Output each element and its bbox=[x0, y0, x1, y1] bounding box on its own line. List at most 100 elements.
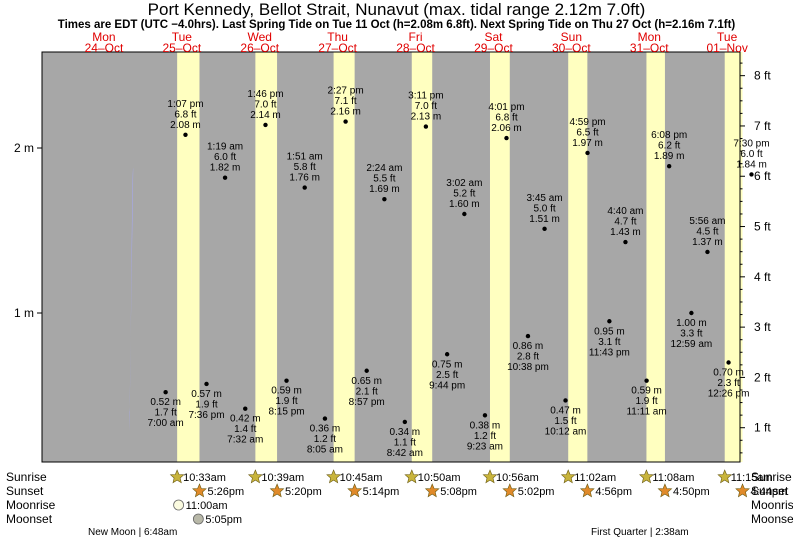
day-date: 01–Nov bbox=[706, 41, 747, 55]
tide-point bbox=[504, 135, 509, 141]
tide-point bbox=[623, 239, 628, 245]
sunrise-icon bbox=[326, 469, 342, 484]
day-date: 29–Oct bbox=[474, 41, 513, 55]
tide-label-high: 7.0 ft bbox=[254, 99, 276, 110]
sunset-icon bbox=[424, 483, 440, 498]
tide-point bbox=[343, 119, 348, 124]
tide-label-low: 11:11 am bbox=[626, 407, 666, 418]
tide-point bbox=[284, 378, 289, 383]
y-tick-label-ft: 3 ft bbox=[754, 320, 771, 334]
sunset-icon bbox=[192, 483, 207, 498]
sunset-icon bbox=[347, 483, 363, 498]
sunset-time: 4:44pm bbox=[751, 486, 788, 498]
sunset-time: 5:02pm bbox=[518, 486, 555, 498]
y-tick-label-ft: 5 ft bbox=[754, 220, 771, 234]
tide-label-high: 4:40 am bbox=[607, 206, 643, 217]
tide-label-high: 2.06 m bbox=[491, 123, 522, 134]
tide-label-high: 7.0 ft bbox=[415, 101, 437, 112]
sunrise-time: 10:56am bbox=[496, 472, 539, 484]
daylight-band bbox=[568, 52, 588, 462]
tide-label-high: 6:08 pm bbox=[651, 130, 687, 141]
sunset-time: 5:08pm bbox=[440, 486, 477, 498]
day-date: 30–Oct bbox=[552, 41, 591, 55]
tide-label-high: 7.1 ft bbox=[334, 96, 356, 107]
tide-label-high: 1.51 m bbox=[529, 214, 560, 225]
tide-label-low: 7:00 am bbox=[148, 418, 184, 429]
tide-label-low: 2.8 ft bbox=[517, 352, 539, 363]
tide-label-low: 2.5 ft bbox=[436, 370, 458, 381]
tide-label-low: 7:36 pm bbox=[188, 410, 224, 421]
tide-point bbox=[482, 413, 488, 418]
sunrise-time: 10:45am bbox=[340, 472, 383, 484]
tide-label-high: 6.0 ft bbox=[214, 152, 236, 163]
tide-label-high: 2.16 m bbox=[330, 107, 361, 118]
tide-label-high: 5:56 am bbox=[689, 216, 725, 227]
sunrise-time: 10:33am bbox=[183, 472, 226, 484]
tide-label-low: 1.9 ft bbox=[635, 396, 657, 407]
sunrise-icon bbox=[560, 469, 576, 484]
tide-label-low: 1.2 ft bbox=[474, 431, 496, 442]
sunrise-icon bbox=[482, 469, 498, 484]
tide-label-high: 1.84 m bbox=[736, 159, 767, 170]
tide-label-low: 9:44 pm bbox=[429, 380, 465, 391]
row-label-sunset-right: Sunset bbox=[751, 484, 789, 498]
sunset-time: 4:56pm bbox=[595, 486, 632, 498]
row-label-moonset-right: Moonset bbox=[751, 512, 793, 526]
y-tick-label-m: 1 m bbox=[14, 306, 34, 320]
tide-label-high: 2.08 m bbox=[170, 120, 201, 131]
tide-point bbox=[525, 333, 531, 339]
daylight-band bbox=[489, 52, 510, 462]
first-quarter-label: First Quarter | 2:38am bbox=[591, 527, 689, 538]
tide-label-high: 1.76 m bbox=[289, 173, 320, 184]
day-name: Fri bbox=[409, 30, 423, 44]
day-date: 25–Oct bbox=[162, 41, 201, 55]
tide-label-low: 1.00 m bbox=[676, 318, 707, 329]
tide-label-low: 2.3 ft bbox=[717, 378, 739, 389]
y-tick-label-ft: 7 ft bbox=[754, 119, 771, 133]
tide-label-high: 1.37 m bbox=[692, 237, 723, 248]
moonset-time: 5:05pm bbox=[205, 514, 242, 526]
tide-label-high: 6.2 ft bbox=[658, 141, 680, 152]
row-label-moonrise-right: Moonrise bbox=[751, 498, 793, 512]
tide-label-high: 3:11 pm bbox=[408, 91, 443, 102]
tide-label-low: 0.70 m bbox=[713, 368, 744, 379]
sunrise-icon bbox=[247, 469, 263, 484]
sunset-icon bbox=[657, 483, 673, 498]
tide-label-high: 7:30 pm bbox=[733, 138, 769, 149]
day-name: Sun bbox=[561, 30, 582, 44]
daylight-band bbox=[411, 52, 433, 462]
sunrise-time: 11:15am bbox=[731, 472, 773, 484]
tide-label-low: 3.1 ft bbox=[598, 337, 620, 348]
tide-label-low: 12:26 pm bbox=[708, 389, 750, 400]
day-date: 26–Oct bbox=[240, 41, 279, 55]
row-label-sunrise: Sunrise bbox=[6, 470, 47, 484]
tide-label-high: 1.60 m bbox=[449, 199, 480, 210]
tide-label-low: 0.86 m bbox=[513, 341, 544, 352]
day-date: 27–Oct bbox=[318, 41, 357, 55]
night-background bbox=[42, 52, 740, 462]
tide-label-low: 8:57 pm bbox=[349, 397, 385, 408]
new-moon-label: New Moon | 6:48am bbox=[88, 527, 177, 538]
tide-point bbox=[666, 163, 672, 169]
daylight-band bbox=[255, 52, 278, 462]
sunrise-icon bbox=[639, 469, 654, 484]
tide-label-high: 4.7 ft bbox=[614, 217, 636, 228]
tide-label-low: 9:23 am bbox=[467, 441, 503, 452]
tide-point bbox=[382, 196, 387, 202]
tide-label-low: 11:43 pm bbox=[589, 347, 630, 358]
sunset-icon bbox=[735, 483, 750, 498]
day-name: Tue bbox=[172, 30, 193, 44]
tide-label-low: 1.4 ft bbox=[234, 424, 256, 435]
tide-label-high: 6.5 ft bbox=[576, 127, 598, 138]
row-label-moonrise: Moonrise bbox=[6, 498, 56, 512]
day-name: Thu bbox=[327, 30, 348, 44]
tide-label-high: 5.2 ft bbox=[453, 189, 475, 200]
y-tick-label-ft: 8 ft bbox=[754, 69, 771, 83]
row-label-sunrise-right: Sunrise bbox=[751, 470, 792, 484]
tide-point bbox=[462, 211, 467, 217]
sunrise-icon bbox=[169, 469, 185, 484]
sunset-time: 5:20pm bbox=[285, 486, 322, 498]
daylight-band bbox=[646, 52, 665, 462]
tide-label-low: 0.52 m bbox=[150, 397, 181, 408]
